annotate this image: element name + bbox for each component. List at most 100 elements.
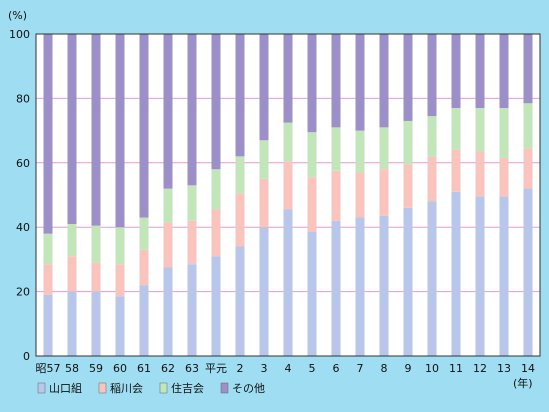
bar-segment xyxy=(307,34,317,133)
bar-segment xyxy=(307,232,317,356)
bar-segment xyxy=(451,191,461,356)
bar-segment xyxy=(139,249,149,286)
bar-segment xyxy=(403,120,413,165)
bar-segment xyxy=(307,132,317,178)
bar-segment xyxy=(211,169,221,210)
bars xyxy=(43,34,533,356)
x-tick-label: 62 xyxy=(161,362,175,375)
x-axis-label: (年) xyxy=(513,376,533,390)
x-tick-label: 14 xyxy=(521,362,535,375)
x-tick-label: 7 xyxy=(357,362,364,375)
x-tick-label: 63 xyxy=(185,362,199,375)
x-tick-label: 61 xyxy=(137,362,151,375)
x-tick-label: 58 xyxy=(65,362,79,375)
bar-segment xyxy=(451,149,461,192)
bar-segment xyxy=(355,217,365,356)
bar-segment xyxy=(331,220,341,356)
bar-segment xyxy=(379,215,389,356)
bar-segment xyxy=(331,170,341,221)
bar-segment xyxy=(163,188,173,223)
legend-swatch xyxy=(159,382,168,394)
bar-segment xyxy=(43,233,53,265)
legend-swatch xyxy=(98,382,107,394)
y-axis-label: (%) xyxy=(8,9,27,22)
bar-segment xyxy=(235,34,245,157)
bar-segment xyxy=(187,185,197,221)
bar-segment xyxy=(355,130,365,173)
bar-segment xyxy=(91,262,101,292)
bar-segment xyxy=(451,34,461,109)
bar-segment xyxy=(187,264,197,356)
bar-segment xyxy=(331,34,341,128)
bar-segment xyxy=(331,127,341,171)
bar-segment xyxy=(67,223,77,257)
bar-segment xyxy=(259,140,269,179)
x-tick-label: 13 xyxy=(497,362,511,375)
bar-segment xyxy=(163,222,173,268)
bar-segment xyxy=(523,188,533,356)
bar-segment xyxy=(427,201,437,356)
bar-segment xyxy=(427,116,437,157)
x-tick-label: 5 xyxy=(309,362,316,375)
x-tick-label: 6 xyxy=(333,362,340,375)
y-tick-label: 60 xyxy=(16,157,30,170)
bar-segment xyxy=(139,34,149,218)
bar-segment xyxy=(403,207,413,356)
bar-segment xyxy=(67,291,77,356)
axes: 0 20 40 60 80 100 昭57 58 59 60 61 62 63 平元 2 3 4 5 6 7 8 9 10 1… xyxy=(9,28,541,375)
legend-label: 山口組 xyxy=(49,382,82,395)
bar-segment xyxy=(211,34,221,170)
x-tick-label: 8 xyxy=(381,362,388,375)
bar-segment xyxy=(91,291,101,356)
bar-segment xyxy=(235,246,245,356)
bar-segment xyxy=(403,34,413,121)
y-tick-label: 20 xyxy=(16,286,30,299)
plot-border xyxy=(35,33,541,357)
bar-segment xyxy=(259,178,269,228)
bar-segment xyxy=(115,34,125,228)
bar-segment xyxy=(427,34,437,117)
bar-segment xyxy=(283,209,293,356)
bar-segment xyxy=(499,157,509,197)
bar-segment xyxy=(427,156,437,202)
bar-segment xyxy=(523,103,533,149)
bar-segment xyxy=(91,34,101,226)
bar-segment xyxy=(67,34,77,224)
bar-segment xyxy=(115,296,125,356)
bar-segment xyxy=(43,264,53,295)
bar-segment xyxy=(499,34,509,109)
bar-segment xyxy=(499,196,509,356)
bar-segment xyxy=(163,34,173,189)
x-tick-label: 昭57 xyxy=(36,362,61,375)
bar-segment xyxy=(379,127,389,170)
bar-segment xyxy=(355,172,365,218)
bar-segment xyxy=(163,267,173,356)
bar-segment xyxy=(355,34,365,131)
x-tick-label: 12 xyxy=(473,362,487,375)
bar-segment xyxy=(475,151,485,197)
legend-label: 住吉会 xyxy=(171,381,204,395)
bar-segment xyxy=(403,164,413,208)
bar-segment xyxy=(283,122,293,162)
bar-segment xyxy=(235,156,245,194)
bar-segment xyxy=(139,217,149,250)
x-tick-label: 59 xyxy=(89,362,103,375)
legend-label: その他 xyxy=(232,382,265,395)
bar-segment xyxy=(283,34,293,123)
x-tick-label: 2 xyxy=(237,362,244,375)
bar-segment xyxy=(115,227,125,265)
x-tick-label: 11 xyxy=(449,362,463,375)
bar-segment xyxy=(379,169,389,216)
x-tick-label: 3 xyxy=(261,362,268,375)
legend-swatch xyxy=(37,382,46,394)
bar-segment xyxy=(259,34,269,141)
legend-swatch xyxy=(220,382,229,394)
y-tick-label: 0 xyxy=(23,350,30,363)
bar-segment xyxy=(115,264,125,297)
bar-segment xyxy=(187,34,197,186)
legend: 山口組 稲川会 住吉会 その他 xyxy=(37,381,265,395)
bar-segment xyxy=(43,294,53,356)
bar-segment xyxy=(67,256,77,292)
